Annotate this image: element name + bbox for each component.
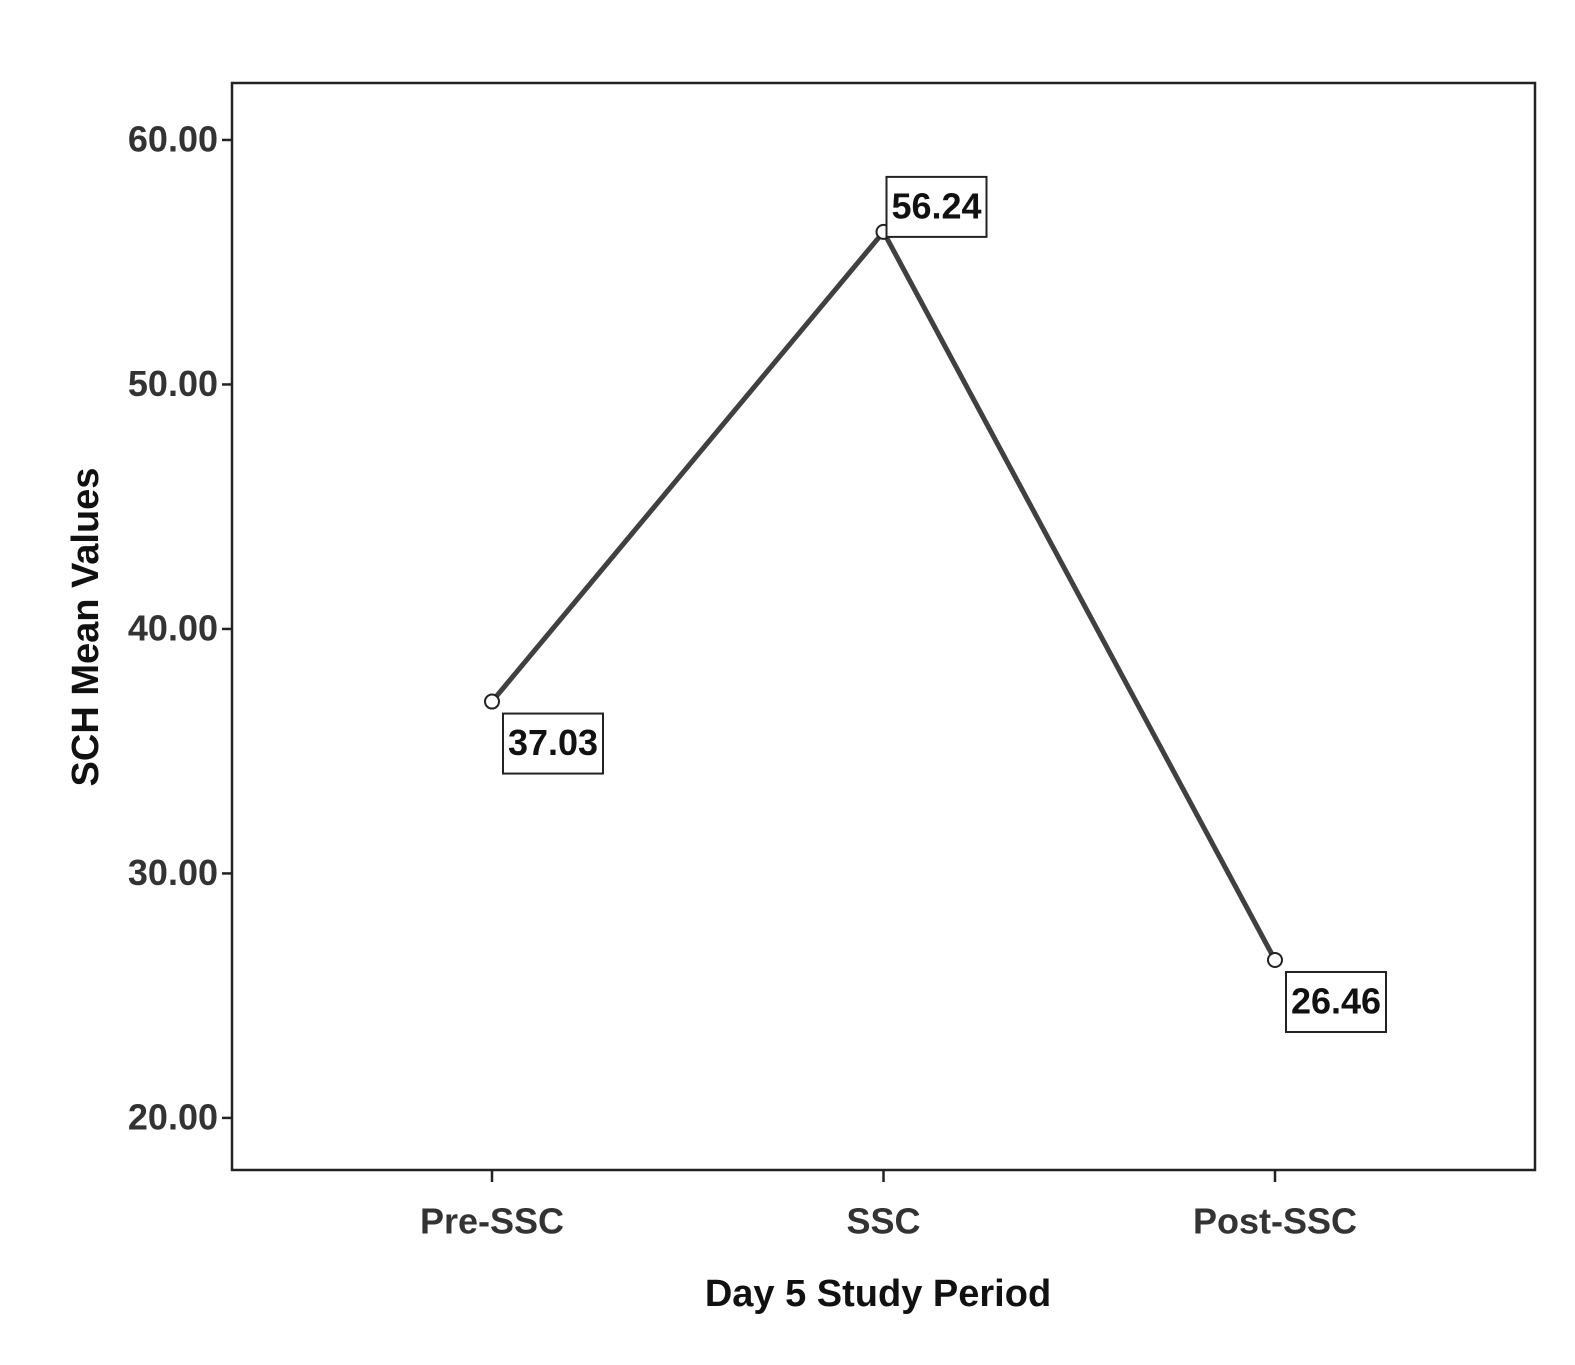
value-label: 26.46 xyxy=(1291,980,1381,1021)
value-label: 56.24 xyxy=(891,185,981,226)
value-label-box xyxy=(502,712,604,775)
x-tick-label: Pre-SSC xyxy=(420,1201,564,1242)
marker xyxy=(484,693,500,710)
y-tick-label: 40.00 xyxy=(128,607,218,648)
x-tick-label: Post-SSC xyxy=(1193,1201,1357,1242)
value-label: 37.03 xyxy=(508,722,598,763)
y-axis-title: SCH Mean Values xyxy=(65,468,107,787)
value-label-box xyxy=(1285,970,1387,1033)
y-tick-label: 20.00 xyxy=(128,1096,218,1137)
x-tick-label: SSC xyxy=(846,1201,920,1242)
y-tick-label: 50.00 xyxy=(128,363,218,404)
value-label-box xyxy=(885,175,988,238)
marker xyxy=(1267,951,1283,968)
y-tick-label: 30.00 xyxy=(128,852,218,893)
line xyxy=(490,227,1278,962)
y-tick-label: 60.00 xyxy=(128,118,218,159)
x-axis-title: Day 5 Study Period xyxy=(705,1273,1051,1315)
